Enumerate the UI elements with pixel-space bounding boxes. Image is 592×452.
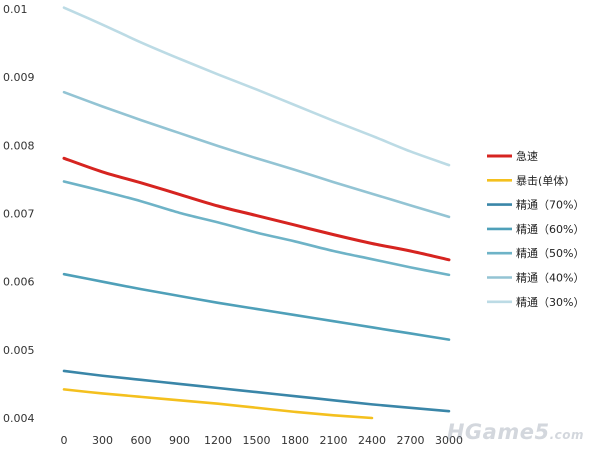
watermark-suffix: .com	[549, 428, 584, 442]
series-line-0	[62, 156, 451, 262]
x-tick-label: 900	[169, 434, 190, 447]
legend-label-5: 精通（40%）	[516, 272, 584, 285]
y-tick-label: 0.008	[3, 139, 35, 152]
x-tick-label: 0	[61, 434, 68, 447]
plot-lines	[62, 6, 451, 420]
series-line-4	[62, 180, 451, 277]
legend-label-3: 精通（60%）	[516, 223, 584, 236]
x-tick-label: 300	[92, 434, 113, 447]
legend-label-6: 精通（30%）	[516, 296, 584, 309]
series-line-6	[62, 6, 451, 167]
series-line-3	[62, 272, 451, 341]
series-line-5	[62, 90, 451, 219]
y-axis: 0.004 0.005 0.006 0.007 0.008 0.009 0.01	[3, 3, 35, 425]
x-tick-label: 600	[131, 434, 152, 447]
x-tick-label: 1500	[243, 434, 271, 447]
y-tick-label: 0.004	[3, 412, 35, 425]
y-tick-label: 0.005	[3, 344, 35, 357]
y-tick-label: 0.01	[3, 3, 28, 16]
legend-label-2: 精通（70%）	[516, 199, 584, 212]
watermark-logo: HGame5.com	[447, 420, 584, 444]
y-tick-label: 0.009	[3, 71, 35, 84]
legend-label-0: 急速	[516, 149, 538, 163]
x-tick-label: 3000	[435, 434, 463, 447]
x-tick-label: 1800	[281, 434, 309, 447]
x-tick-label: 1200	[204, 434, 232, 447]
legend-label-4: 精通（50%）	[516, 247, 584, 260]
x-axis: 0 300 600 900 1200 1500 1800 2100 2400 2700 3000	[61, 434, 464, 447]
x-tick-label: 2100	[320, 434, 348, 447]
legend-label-1: 暴击(单体)	[516, 173, 569, 187]
y-tick-label: 0.007	[3, 208, 35, 221]
x-tick-label: 2400	[358, 434, 386, 447]
watermark-main: HGame5	[446, 420, 550, 444]
x-tick-label: 2700	[397, 434, 425, 447]
y-tick-label: 0.006	[3, 276, 35, 289]
series-line-2	[62, 369, 451, 413]
series-line-1	[62, 388, 374, 420]
